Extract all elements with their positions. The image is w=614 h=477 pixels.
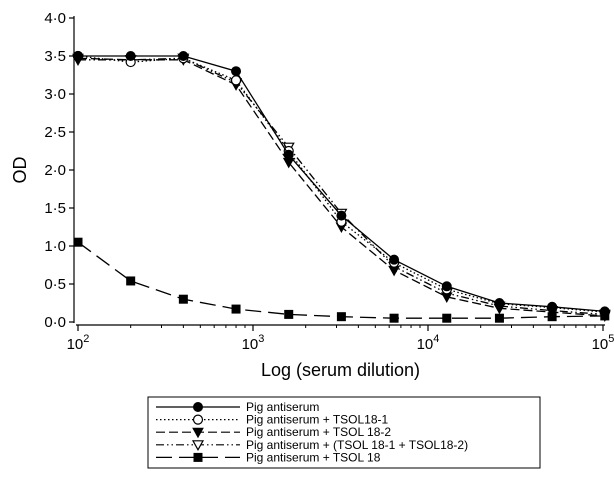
series-line — [77, 241, 605, 319]
legend-marker — [192, 414, 204, 425]
data-point — [125, 51, 136, 61]
series-line — [77, 57, 605, 317]
data-point — [178, 51, 189, 61]
data-point — [389, 313, 399, 323]
legend-marker — [191, 440, 205, 452]
series-line — [77, 55, 605, 313]
series-group — [73, 237, 610, 323]
data-point — [494, 313, 504, 323]
legend-label: Pig antiserum + (TSOL 18-1 + TSOL18-2) — [246, 438, 468, 452]
data-point — [547, 301, 558, 312]
data-point — [284, 309, 294, 319]
data-point — [73, 51, 83, 61]
legend-marker — [193, 452, 203, 462]
data-point — [178, 294, 188, 304]
legend-marker — [193, 402, 203, 412]
data-point — [441, 281, 452, 292]
x-tick-label: 102 — [67, 333, 90, 353]
data-point — [231, 304, 241, 314]
x-tick-label: 103 — [242, 333, 265, 353]
series-group — [72, 53, 611, 322]
legend-label: Pig antiserum — [246, 400, 319, 414]
data-point — [231, 66, 242, 77]
x-tick-label: 105 — [592, 333, 614, 353]
x-tick-label: 104 — [417, 333, 440, 353]
data-point — [442, 313, 452, 323]
y-tick-label: 1·0 — [44, 238, 66, 255]
data-point — [336, 210, 347, 221]
y-tick-label: 2·0 — [44, 162, 66, 179]
y-tick-label: 3·0 — [44, 86, 66, 103]
data-point — [126, 276, 136, 286]
legend-label: Pig antiserum + TSOL 18-2 — [246, 425, 391, 439]
legend-marker — [192, 427, 204, 439]
x-axis-title: Log (serum dilution) — [261, 360, 420, 380]
legend-label: Pig antiserum + TSOL 18 — [246, 450, 381, 464]
y-tick-label: 0·0 — [44, 314, 66, 331]
series-line — [78, 57, 605, 316]
y-tick-label: 0·5 — [44, 276, 66, 293]
data-point — [599, 306, 610, 317]
data-point — [73, 237, 83, 247]
series-line — [78, 55, 605, 313]
y-tick-label: 2·5 — [44, 124, 66, 141]
series-group — [71, 53, 611, 321]
y-tick-label: 4·0 — [44, 10, 66, 27]
data-point — [494, 298, 505, 308]
y-axis-title: OD — [10, 156, 30, 183]
data-point — [389, 254, 400, 265]
series-group — [72, 50, 610, 318]
data-point — [336, 312, 346, 322]
legend-label: Pig antiserum + TSOL18-1 — [246, 413, 389, 427]
y-tick-label: 1·5 — [44, 200, 66, 217]
series-group — [73, 51, 610, 317]
y-tick-label: 3·5 — [44, 48, 66, 65]
data-point — [283, 149, 294, 160]
